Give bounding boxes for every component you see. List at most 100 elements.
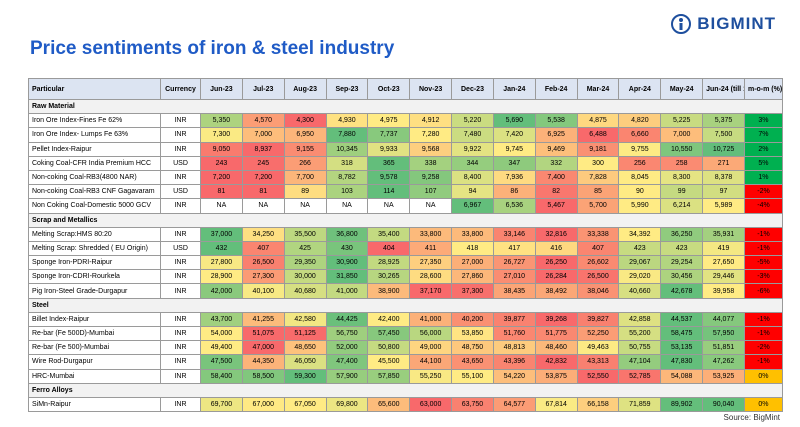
price-cell: 7,936 [492, 169, 536, 186]
data-row: Non-coking Coal-RB3(4800 NAR) INR 7,200 7,2… [28, 169, 783, 186]
price-cell: 35,500 [283, 226, 327, 242]
particular: Iron Ore Index- Lumps Fe 63% [28, 127, 161, 143]
currency: INR [160, 325, 201, 342]
price-cell: 58,400 [200, 368, 243, 384]
price-cell: 57,850 [367, 368, 411, 384]
price-cell: 5,990 [618, 198, 662, 214]
column-header: Apr-24 [618, 78, 662, 100]
currency: INR [160, 311, 201, 328]
price-cell: 26,500 [241, 255, 285, 271]
price-cell: 30,265 [367, 269, 411, 285]
particular: Non-coking Coal-RB3 CNF Gagavaram [28, 184, 161, 200]
price-cell: 9,755 [618, 141, 662, 157]
price-cell: 407 [241, 240, 285, 257]
price-cell: 57,450 [367, 325, 411, 342]
price-cell: 43,650 [451, 354, 494, 370]
price-cell: 27,300 [241, 269, 285, 285]
mom-change: -1% [743, 354, 783, 370]
price-cell: 50,755 [618, 340, 662, 356]
price-cell: 4,930 [325, 113, 369, 129]
price-cell: 39,877 [492, 311, 536, 328]
price-cell: 53,875 [534, 368, 578, 384]
price-cell: 26,727 [492, 255, 536, 271]
price-cell: 8,045 [618, 169, 662, 186]
price-cell: 47,000 [241, 340, 285, 356]
price-cell: 27,010 [492, 269, 536, 285]
price-cell: 48,460 [534, 340, 578, 356]
price-cell: 5,690 [492, 113, 536, 129]
price-cell: 8,400 [451, 169, 494, 186]
price-cell: 52,000 [325, 340, 369, 356]
mom-change: -1% [743, 226, 783, 242]
price-cell: 67,050 [283, 396, 327, 413]
price-cell: 56,000 [409, 325, 453, 342]
price-cell: 26,500 [576, 269, 620, 285]
price-cell: 33,146 [492, 226, 536, 242]
price-cell: 4,820 [618, 113, 662, 129]
price-cell: 47,500 [200, 354, 243, 370]
particular: Coking Coal-CFR India Premium HCC [28, 155, 161, 171]
mom-change: -2% [743, 340, 783, 356]
particular: Sponge Iron-CDRI-Rourkela [28, 269, 161, 285]
price-cell: 57,950 [702, 325, 745, 342]
section-row: Steel [28, 297, 783, 313]
column-header: Jan-24 [492, 78, 536, 100]
price-cell: 27,650 [702, 255, 745, 271]
mom-change: 0% [743, 368, 783, 384]
price-cell: 38,435 [492, 283, 536, 299]
price-cell: 9,155 [283, 141, 327, 157]
price-cell: 51,760 [492, 325, 536, 342]
price-cell: 51,125 [283, 325, 327, 342]
price-cell: 81 [200, 184, 243, 200]
price-cell: 318 [325, 155, 369, 171]
price-cell: 63,000 [409, 396, 453, 413]
price-cell: 26,250 [534, 255, 578, 271]
price-cell: 51,775 [534, 325, 578, 342]
price-cell: 63,750 [451, 396, 494, 413]
data-row: Iron Ore Index- Lumps Fe 63% INR 7,300 7,00… [28, 127, 783, 143]
price-cell: 55,200 [618, 325, 662, 342]
price-cell: 7,700 [283, 169, 327, 186]
data-row: Billet Index-Raipur INR 43,700 41,255 42,580… [28, 311, 783, 328]
price-cell: 42,678 [660, 283, 704, 299]
column-header: Jun-24 (till 17th) [702, 78, 745, 100]
particular: Melting Scrap:HMS 80:20 [28, 226, 161, 242]
price-cell: 42,580 [283, 311, 327, 328]
price-cell: 47,262 [702, 354, 745, 370]
currency: INR [160, 141, 201, 157]
currency: INR [160, 113, 201, 129]
price-cell: 26,284 [534, 269, 578, 285]
section-title: Raw Material [28, 98, 783, 115]
price-cell: 6,967 [451, 198, 494, 214]
currency: INR [160, 226, 201, 242]
data-row: Iron Ore Index-Fines Fe 62% INR 5,350 4,570… [28, 113, 783, 129]
price-cell: 4,912 [409, 113, 453, 129]
price-cell: 55,100 [451, 368, 494, 384]
logo: BIGMINT [671, 14, 776, 34]
price-cell: 33,338 [576, 226, 620, 242]
price-cell: 40,200 [451, 311, 494, 328]
data-row: Melting Scrap:HMS 80:20 INR 37,000 34,250 35… [28, 226, 783, 242]
price-cell: 8,378 [702, 169, 745, 186]
column-header: Feb-24 [534, 78, 578, 100]
price-cell: 34,250 [241, 226, 285, 242]
price-cell: 49,400 [200, 340, 243, 356]
price-cell: 4,975 [367, 113, 411, 129]
column-header: Particular [28, 78, 161, 100]
particular: HRC-Mumbai [28, 368, 161, 384]
price-cell: 51,851 [702, 340, 745, 356]
price-cell: 7,400 [534, 169, 578, 186]
price-cell: 419 [702, 240, 745, 257]
price-cell: 6,925 [534, 127, 578, 143]
particular: Re-bar (Fe 500)-Mumbai [28, 340, 161, 356]
price-cell: 41,000 [409, 311, 453, 328]
price-cell: 10,345 [325, 141, 369, 157]
price-cell: 55,250 [409, 368, 453, 384]
price-cell: 332 [534, 155, 578, 171]
price-cell: 9,181 [576, 141, 620, 157]
price-cell: 4,570 [241, 113, 285, 129]
price-cell: 266 [283, 155, 327, 171]
price-cell: 8,937 [241, 141, 285, 157]
mom-change: -5% [743, 255, 783, 271]
price-cell: 7,420 [492, 127, 536, 143]
